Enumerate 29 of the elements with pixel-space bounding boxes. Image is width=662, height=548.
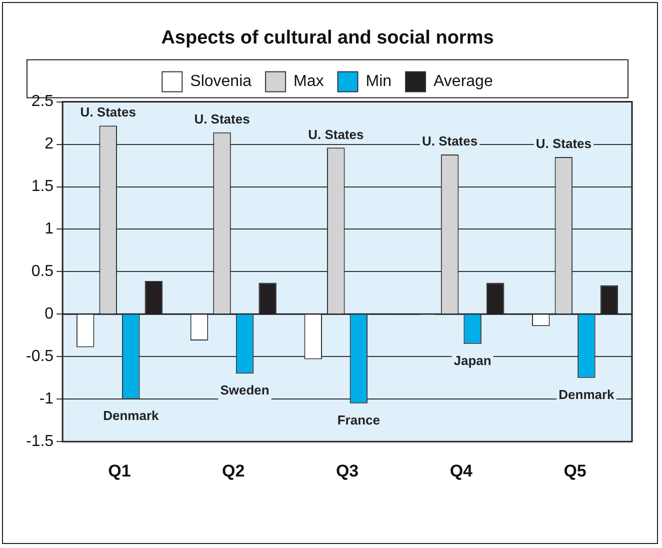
legend-label: Slovenia: [190, 73, 252, 90]
annotation: Sweden: [220, 382, 270, 398]
y-tick-label: 0: [44, 306, 54, 323]
annotation: U. States: [536, 136, 592, 152]
y-tick-label: -1: [39, 390, 54, 408]
annotation: U. States: [194, 111, 250, 126]
x-tick-label: Q5: [564, 461, 586, 480]
annotation: U. States: [308, 126, 364, 142]
x-tick-label: Q4: [450, 461, 474, 480]
legend-label: Average: [434, 73, 493, 90]
y-tick-label: 1: [44, 220, 54, 238]
x-tick-label: Q3: [336, 461, 359, 480]
y-tick-label: 1.5: [31, 178, 54, 196]
y-tick-label: -0.5: [26, 348, 54, 366]
chart-title: Aspects of cultural and social norms: [161, 28, 494, 49]
x-tick-label: Q2: [222, 461, 245, 480]
annotation: France: [337, 412, 380, 428]
y-tick-label: 2: [44, 136, 54, 153]
annotation: U. States: [422, 134, 478, 149]
x-tick-label: Q1: [108, 461, 131, 480]
y-tick-label: -1.5: [26, 433, 54, 450]
y-tick-label: 2.5: [31, 93, 54, 110]
annotation: Japan: [454, 352, 492, 368]
y-tick-label: 0.5: [31, 263, 54, 280]
annotation: Denmark: [558, 386, 616, 402]
legend-label: Min: [366, 73, 392, 90]
legend-label: Max: [294, 73, 324, 90]
annotation: Denmark: [103, 408, 160, 424]
annotation: U. States: [80, 104, 136, 120]
